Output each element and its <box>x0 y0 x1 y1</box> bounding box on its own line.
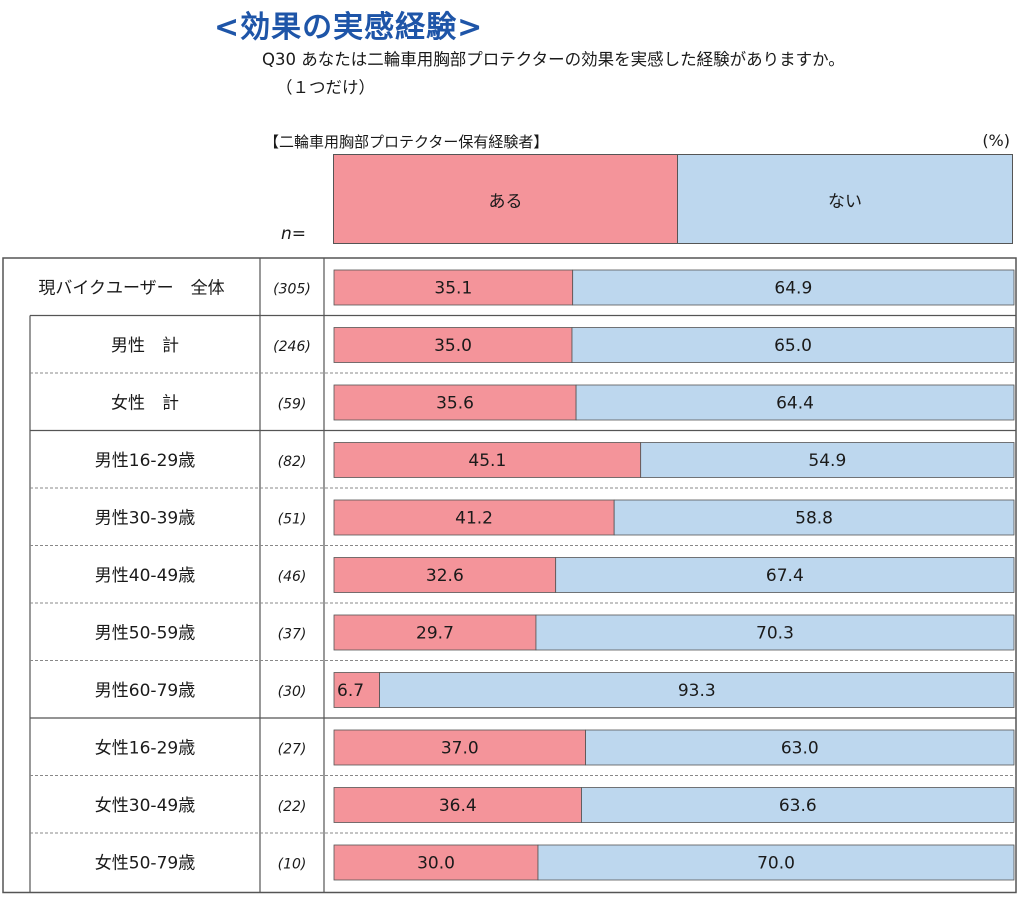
bar-aru <box>333 557 557 593</box>
legend-aru: ある <box>333 154 678 244</box>
bar-aru <box>333 614 537 651</box>
value-label-aru: 36.4 <box>439 796 477 816</box>
value-label-nai: 67.4 <box>766 566 804 586</box>
value-label-nai: 63.0 <box>781 739 819 759</box>
value-label-aru: 41.2 <box>455 509 493 529</box>
value-label-aru: 45.1 <box>468 451 506 471</box>
legend-nai: ない <box>677 154 1013 244</box>
bar-nai <box>537 844 1015 881</box>
chart-title: <効果の実感経験> <box>214 10 484 45</box>
bar-nai <box>379 672 1015 708</box>
bar-aru <box>333 672 380 708</box>
value-label-aru: 35.0 <box>434 336 472 356</box>
value-label-nai: 63.6 <box>779 796 817 816</box>
value-label-aru: 29.7 <box>416 624 454 644</box>
value-label-nai: 54.9 <box>808 451 846 471</box>
row-label: 女性 計 <box>111 394 179 414</box>
legend-aru-label: ある <box>488 191 523 212</box>
bar-nai <box>575 384 1015 421</box>
bar-aru <box>333 844 539 881</box>
row-label: 男性50-59歳 <box>95 624 195 644</box>
question-subtext: （１つだけ） <box>276 78 375 97</box>
row-label: 男性40-49歳 <box>95 566 195 586</box>
value-label-aru: 6.7 <box>337 681 364 701</box>
legend-nai-label: ない <box>828 191 862 212</box>
bar-aru <box>333 787 582 823</box>
subset-label: 【二輪車用胸部プロテクター保有経験者】 <box>264 133 549 151</box>
table-frame <box>2 257 1017 894</box>
row-n: (37) <box>278 627 307 643</box>
value-label-aru: 30.0 <box>417 854 455 874</box>
bar-nai <box>535 614 1015 651</box>
row-n: (305) <box>273 282 311 298</box>
value-label-nai: 70.3 <box>756 624 794 644</box>
bar-nai <box>581 787 1015 823</box>
bar-aru <box>333 729 587 766</box>
row-n: (59) <box>278 397 307 413</box>
question-text: Q30 あなたは二輪車用胸部プロテクターの効果を実感した経験がありますか。 <box>262 50 845 69</box>
bar-aru <box>333 327 573 363</box>
row-n: (22) <box>278 799 307 815</box>
bar-aru <box>333 499 615 536</box>
value-label-nai: 64.9 <box>774 279 812 299</box>
row-label: 男性60-79歳 <box>95 681 195 701</box>
bar-nai <box>613 499 1015 536</box>
bar-nai <box>571 327 1015 363</box>
value-label-aru: 35.6 <box>436 394 474 414</box>
value-label-nai: 93.3 <box>678 681 716 701</box>
row-n: (246) <box>273 339 311 355</box>
bar-nai <box>585 729 1015 766</box>
row-n: (10) <box>278 857 307 873</box>
bar-nai <box>555 557 1015 593</box>
n-header: n= <box>281 224 307 244</box>
unit-label: (%) <box>982 131 1010 150</box>
row-n: (27) <box>278 742 307 758</box>
value-label-nai: 70.0 <box>757 854 795 874</box>
value-label-aru: 35.1 <box>434 279 472 299</box>
value-label-nai: 58.8 <box>795 509 833 529</box>
row-n: (51) <box>278 512 307 528</box>
value-label-nai: 65.0 <box>774 336 812 356</box>
value-label-aru: 32.6 <box>426 566 464 586</box>
row-label: 女性30-49歳 <box>95 796 195 816</box>
row-label: 女性16-29歳 <box>95 739 195 759</box>
row-n: (82) <box>278 454 307 470</box>
bar-nai <box>572 269 1015 306</box>
row-label: 男性 計 <box>111 336 179 356</box>
row-label: 女性50-79歳 <box>95 854 195 874</box>
row-n: (30) <box>278 684 307 700</box>
row-n: (46) <box>278 569 307 585</box>
value-label-nai: 64.4 <box>776 394 814 414</box>
row-label: 現バイクユーザー 全体 <box>38 279 224 299</box>
value-label-aru: 37.0 <box>441 739 479 759</box>
bar-nai <box>640 442 1015 478</box>
row-label: 男性30-39歳 <box>95 509 195 529</box>
row-label: 男性16-29歳 <box>95 451 195 471</box>
